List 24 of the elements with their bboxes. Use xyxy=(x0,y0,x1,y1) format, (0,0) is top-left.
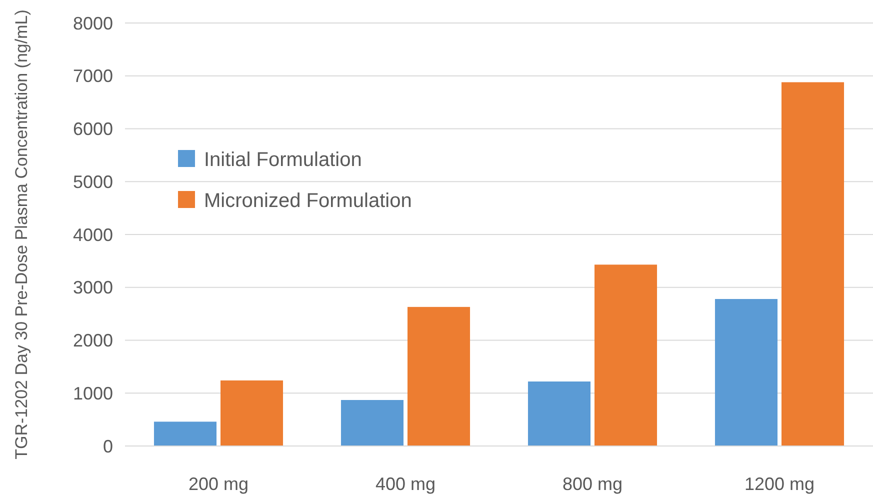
bar xyxy=(340,400,404,446)
y-tick-label: 4000 xyxy=(72,224,113,245)
bar xyxy=(594,264,658,446)
bar xyxy=(781,82,844,446)
y-tick-label: 8000 xyxy=(72,13,113,34)
x-tick-label: 200 mg xyxy=(188,474,249,494)
y-tick-label: 1000 xyxy=(72,383,113,404)
bar xyxy=(528,381,591,446)
x-tick-label: 400 mg xyxy=(375,474,436,494)
y-tick-label: 3000 xyxy=(72,278,113,298)
y-tick-label: 5000 xyxy=(72,172,113,192)
y-tick-label: 2000 xyxy=(72,330,113,351)
bar xyxy=(407,306,470,446)
y-tick-label: 7000 xyxy=(72,66,113,86)
y-axis-title: TGR-1202 Day 30 Pre-Dose Plasma Concentration (ng/mL) xyxy=(12,10,31,460)
x-tick-label: 800 mg xyxy=(562,474,623,494)
legend-label: Initial Formulation xyxy=(204,149,362,171)
bar xyxy=(154,422,217,446)
legend-label: Micronized Formulation xyxy=(204,190,412,212)
y-tick-label: 0 xyxy=(102,436,113,456)
y-tick-label: 6000 xyxy=(72,119,113,140)
bar xyxy=(220,380,284,446)
bar xyxy=(714,299,778,446)
x-tick-label: 1200 mg xyxy=(744,474,815,494)
